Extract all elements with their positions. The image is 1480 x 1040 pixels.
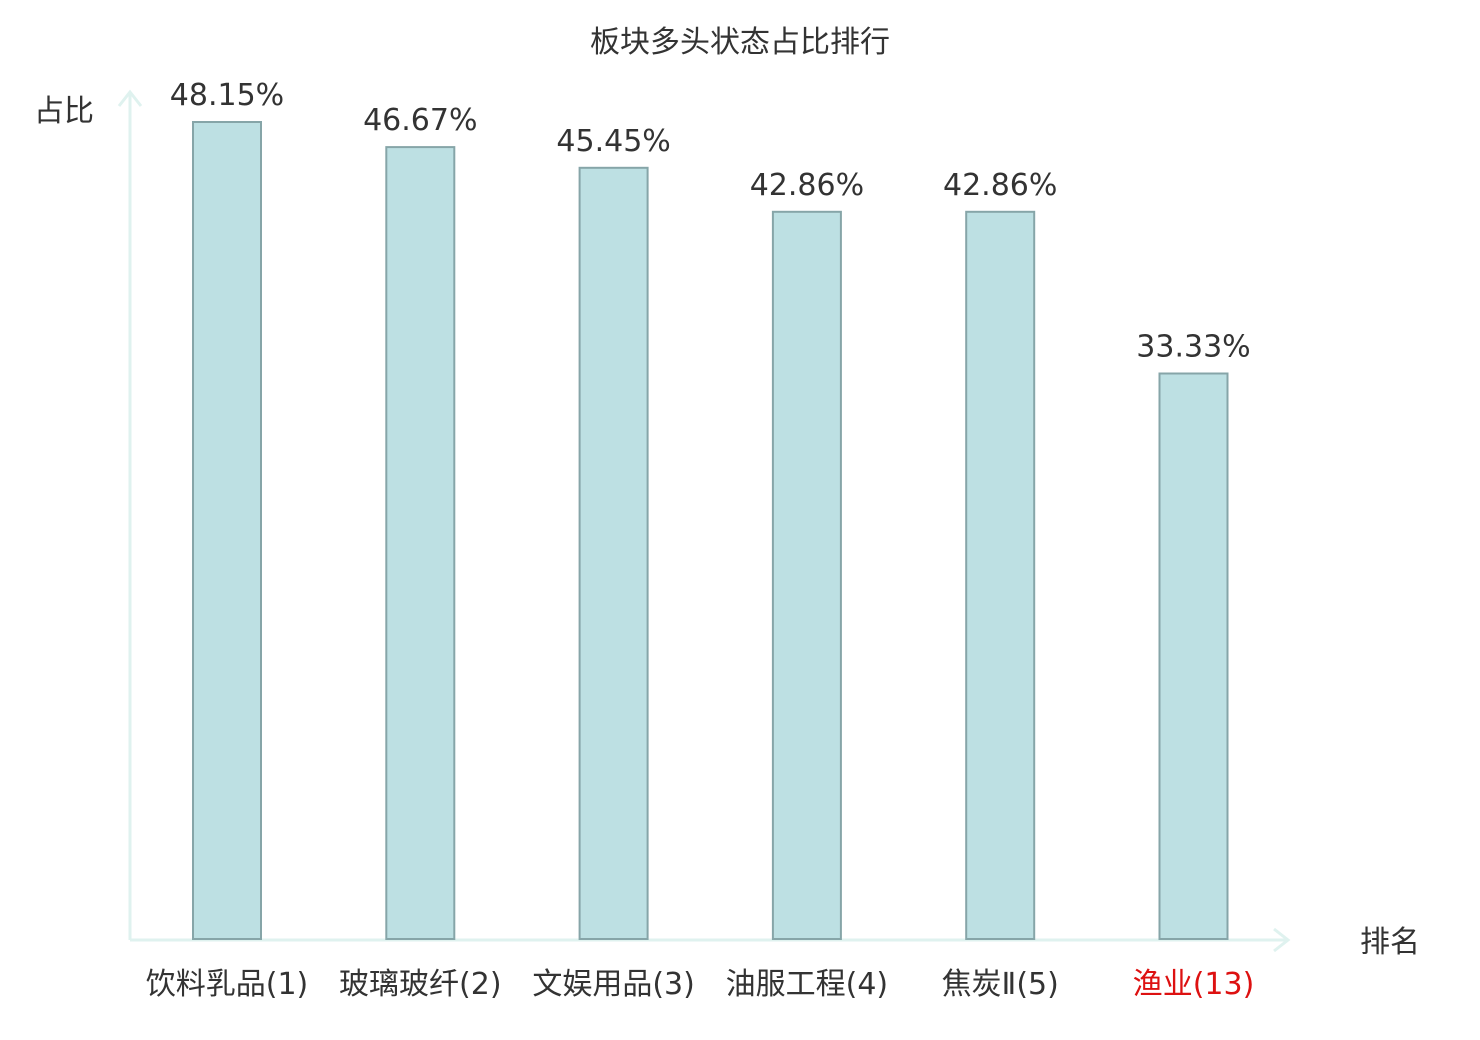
category-label-5: 焦炭Ⅱ(5)	[942, 967, 1059, 1002]
bar-2	[385, 146, 456, 941]
value-label-6: 33.33%	[1136, 330, 1250, 365]
value-label-1: 48.15%	[170, 78, 284, 113]
category-label-4: 油服工程(4)	[726, 967, 889, 1002]
x-axis-arrow	[1273, 927, 1291, 953]
category-labels-group: 饮料乳品(1) 玻璃玻纤(2) 文娱用品(3) 油服工程(4) 焦炭Ⅱ(5) 渔业(13)	[146, 967, 1255, 1002]
value-label-2: 46.67%	[363, 103, 477, 138]
bars-group	[192, 121, 1229, 941]
bar-5	[965, 210, 1036, 941]
bar-3	[578, 166, 649, 941]
x-axis-label: 排名	[1360, 925, 1420, 960]
bar-6	[1158, 372, 1229, 940]
category-label-3: 文娱用品(3)	[532, 967, 695, 1002]
axes	[117, 89, 1291, 953]
y-axis-arrow	[117, 89, 143, 107]
category-label-2: 玻璃玻纤(2)	[339, 967, 502, 1002]
y-axis-label: 占比	[34, 94, 94, 129]
value-label-3: 45.45%	[556, 124, 670, 159]
bar-1	[192, 121, 262, 940]
value-label-4: 42.86%	[750, 168, 864, 203]
value-labels-group: 48.15% 46.67% 45.45% 42.86% 42.86% 33.33%	[170, 78, 1251, 365]
category-label-6: 渔业(13)	[1133, 967, 1255, 1002]
category-label-1: 饮料乳品(1)	[146, 967, 309, 1002]
chart-title: 板块多头状态占比排行	[590, 25, 890, 60]
value-label-5: 42.86%	[943, 168, 1057, 203]
bar-4	[771, 210, 842, 941]
